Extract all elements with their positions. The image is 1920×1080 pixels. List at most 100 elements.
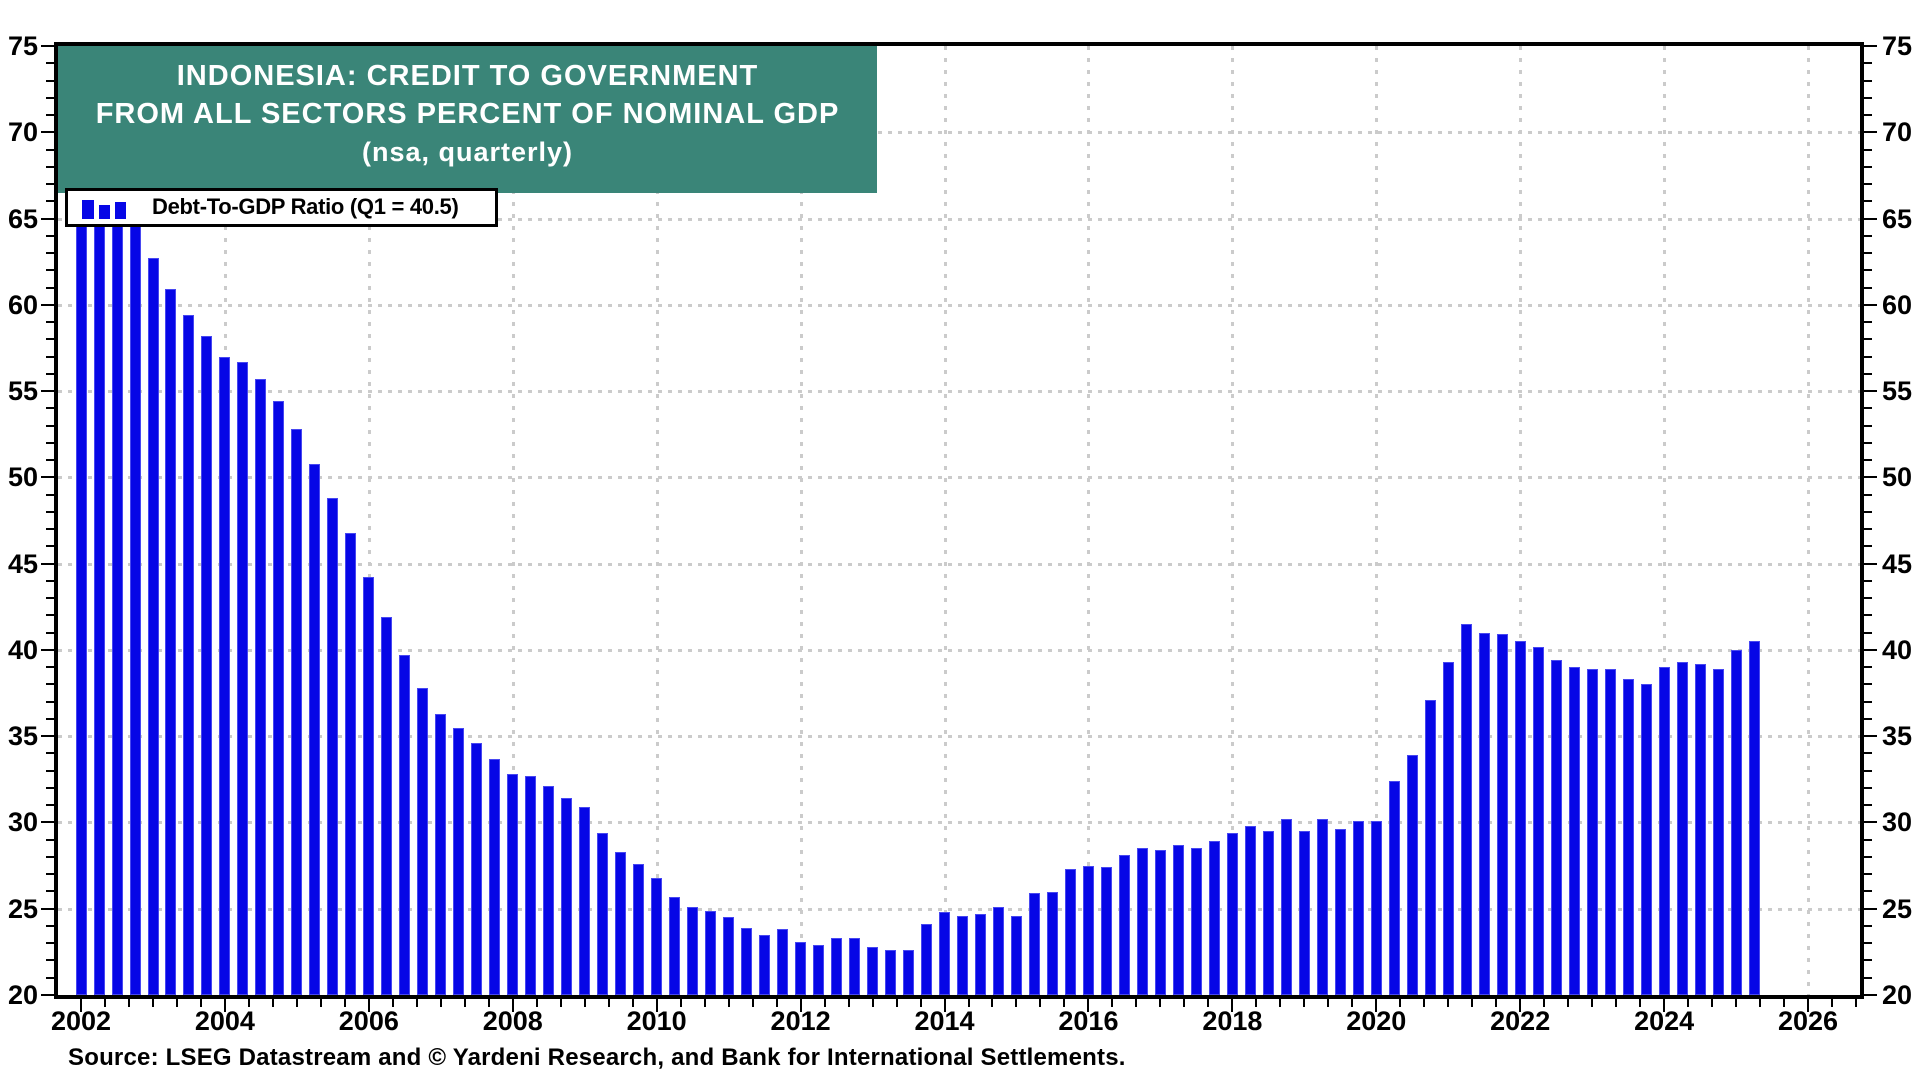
y-tick-left — [41, 131, 54, 134]
y-axis-label-right: 50 — [1882, 462, 1913, 493]
gridline-vertical — [1663, 46, 1667, 995]
x-axis-label: 2018 — [1202, 1006, 1263, 1036]
y-tick-right — [1864, 942, 1872, 945]
y-tick-right — [1864, 717, 1872, 720]
y-tick-right — [1864, 148, 1872, 151]
bar — [1460, 624, 1472, 995]
chart-title-box: INDONESIA: CREDIT TO GOVERNMENT FROM ALL… — [58, 46, 877, 193]
source-text: Source: LSEG Datastream and © Yardeni Re… — [68, 1044, 1126, 1071]
y-tick-right — [1864, 372, 1872, 375]
y-tick-left — [46, 234, 54, 237]
gridline-vertical — [655, 46, 659, 995]
x-tick — [607, 999, 610, 1007]
y-axis-label-left: 35 — [7, 721, 38, 752]
bar — [633, 863, 645, 995]
x-axis-label: 2010 — [626, 1006, 687, 1036]
y-tick-right — [1864, 355, 1872, 358]
bar — [903, 950, 914, 995]
y-tick-right — [1864, 994, 1877, 996]
y-tick-right — [1864, 165, 1872, 168]
gridline-vertical — [511, 46, 515, 995]
bar — [1478, 632, 1490, 995]
y-tick-left — [46, 459, 54, 462]
x-tick — [751, 999, 754, 1007]
x-tick — [1831, 999, 1834, 1007]
bar — [1316, 819, 1328, 995]
x-tick — [535, 999, 538, 1007]
x-tick — [1759, 999, 1762, 1007]
y-tick-left — [46, 976, 54, 979]
y-tick-left — [41, 476, 54, 479]
bar — [1406, 755, 1418, 995]
bar — [1280, 819, 1292, 995]
y-axis-label-right: 20 — [1882, 980, 1913, 1010]
legend-box: Debt-To-GDP Ratio (Q1 = 40.5) — [65, 188, 498, 227]
y-axis-label-right: 30 — [1882, 807, 1913, 838]
gridline-vertical — [1087, 46, 1091, 995]
x-tick — [223, 999, 226, 1012]
x-tick — [703, 999, 706, 1007]
chart-title-line-1: INDONESIA: CREDIT TO GOVERNMENT — [176, 60, 759, 92]
bar — [885, 950, 896, 995]
gridline-horizontal — [58, 476, 1860, 480]
y-tick-right — [1864, 838, 1872, 841]
bar — [255, 379, 267, 995]
x-axis-label: 2026 — [1777, 1006, 1839, 1036]
y-tick-left — [41, 907, 54, 910]
x-axis-label: 2002 — [50, 1006, 112, 1036]
x-tick — [895, 999, 898, 1007]
y-tick-right — [1864, 459, 1872, 462]
bar — [1208, 841, 1220, 995]
y-tick-right — [1864, 786, 1872, 789]
gridline-vertical — [799, 46, 803, 995]
x-tick — [1231, 999, 1234, 1012]
y-tick-left — [46, 786, 54, 789]
x-tick — [847, 999, 850, 1007]
x-tick — [1039, 999, 1042, 1007]
bar — [525, 775, 537, 995]
y-tick-left — [46, 890, 54, 893]
y-tick-right — [1864, 510, 1872, 513]
y-tick-left — [41, 217, 54, 220]
y-tick-right — [1864, 62, 1872, 65]
chart-title-line-2: FROM ALL SECTORS PERCENT OF NOMINAL GDP — [95, 98, 840, 130]
y-tick-right — [1864, 252, 1872, 255]
y-tick-right — [1864, 45, 1877, 47]
bar — [777, 929, 789, 995]
x-tick — [1639, 999, 1642, 1007]
bar — [579, 806, 591, 995]
y-tick-left — [46, 666, 54, 669]
x-tick — [343, 999, 346, 1007]
y-tick-left — [46, 614, 54, 617]
y-tick-right — [1864, 114, 1872, 117]
x-axis-label: 2016 — [1058, 1006, 1119, 1036]
y-tick-right — [1864, 597, 1872, 600]
x-tick — [1063, 999, 1066, 1007]
y-tick-left — [46, 752, 54, 755]
y-tick-left — [46, 838, 54, 841]
x-tick — [1255, 999, 1258, 1007]
x-tick — [463, 999, 466, 1007]
bar — [669, 896, 681, 995]
y-tick-left — [46, 79, 54, 82]
chart-title-line-3: (nsa, quarterly) — [361, 137, 574, 167]
bar — [1712, 668, 1724, 995]
bar — [1442, 662, 1454, 995]
y-tick-right — [1864, 338, 1872, 341]
y-tick-left — [46, 855, 54, 858]
x-tick — [583, 999, 586, 1007]
x-tick — [1183, 999, 1186, 1007]
y-tick-right — [1864, 476, 1877, 479]
bar — [201, 335, 213, 995]
x-tick — [319, 999, 322, 1007]
y-tick-left — [46, 321, 54, 324]
x-tick — [919, 999, 922, 1007]
y-tick-left — [41, 45, 54, 47]
y-tick-left — [46, 683, 54, 686]
gridline-horizontal — [58, 907, 1860, 911]
bar — [417, 687, 429, 995]
y-axis-label-left: 55 — [7, 376, 38, 407]
y-tick-left — [41, 648, 54, 651]
bar — [1082, 865, 1094, 995]
